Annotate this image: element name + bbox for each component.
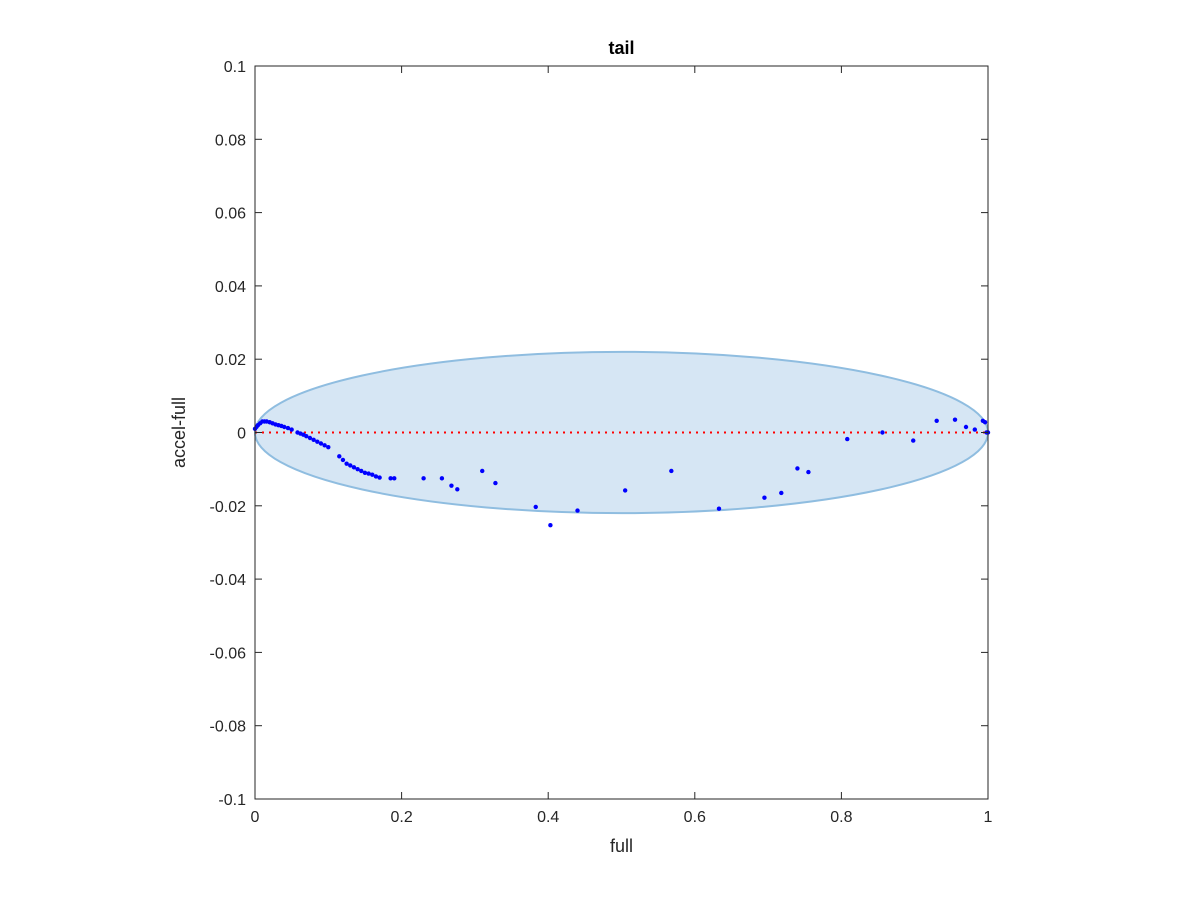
x-ticks: 0 0.2 0.4 0.6 0.8 1: [251, 66, 993, 826]
data-point: [439, 476, 445, 481]
y-tick-label: 0.04: [215, 279, 246, 296]
data-point: [318, 441, 324, 446]
data-point: [315, 439, 320, 444]
y-tick-label: -0.1: [218, 792, 246, 809]
y-tick-label: 0.02: [215, 352, 246, 369]
data-point: [304, 433, 309, 439]
x-tick-label: 0.2: [390, 809, 412, 826]
data-point: [322, 443, 327, 448]
data-point: [282, 424, 287, 430]
y-tick-label: 0.06: [215, 206, 246, 223]
data-point: [366, 471, 371, 476]
data-point: [762, 495, 767, 500]
data-point: [779, 490, 784, 496]
data-point: [911, 438, 916, 443]
points-layer: [252, 417, 991, 528]
data-point: [716, 506, 722, 511]
y-axis-label: accel-full: [169, 397, 189, 468]
y-tick-label: 0.08: [215, 132, 246, 149]
chart-title: tail: [608, 38, 634, 58]
data-point: [421, 476, 426, 481]
data-point: [348, 463, 353, 468]
data-point: [982, 420, 988, 425]
data-point: [373, 474, 379, 479]
data-point: [351, 465, 357, 470]
data-point: [370, 472, 375, 477]
data-point: [493, 480, 498, 486]
data-point: [377, 475, 382, 480]
data-point: [311, 437, 316, 443]
data-point: [972, 427, 978, 432]
x-tick-label: 0.6: [684, 809, 706, 826]
y-tick-label: 0: [237, 426, 246, 443]
data-point: [533, 504, 538, 510]
y-tick-label: -0.06: [210, 645, 247, 662]
y-tick-label: -0.04: [210, 572, 247, 589]
data-point: [795, 466, 800, 471]
data-point: [326, 444, 331, 450]
data-point: [337, 454, 342, 459]
data-point: [362, 470, 368, 476]
data-point: [289, 427, 294, 432]
x-tick-label: 0: [251, 809, 260, 826]
x-tick-label: 0.8: [830, 809, 852, 826]
data-point: [359, 468, 364, 474]
data-point: [449, 483, 454, 488]
x-tick-label: 0.4: [537, 809, 559, 826]
data-point: [392, 476, 397, 481]
data-point: [934, 418, 939, 423]
data-point: [669, 468, 674, 474]
data-point: [963, 424, 969, 430]
data-point: [622, 488, 628, 493]
data-point: [845, 436, 850, 442]
x-axis-label: full: [610, 836, 633, 856]
x-tick-label: 1: [984, 809, 993, 826]
y-ticks: -0.1 -0.08 -0.06 -0.04 -0.02 0 0.02 0.04 0.06 0.0…: [210, 59, 988, 809]
data-point: [307, 435, 313, 441]
data-point: [340, 457, 346, 463]
data-point: [344, 461, 349, 466]
y-tick-label: -0.08: [210, 719, 247, 736]
data-point: [575, 508, 580, 513]
y-tick-label: 0.1: [224, 59, 246, 76]
data-point: [880, 430, 885, 435]
data-point: [388, 476, 393, 481]
data-point: [285, 425, 291, 431]
data-point: [480, 468, 485, 474]
data-point: [806, 469, 811, 475]
data-point: [355, 466, 360, 472]
data-point: [455, 487, 460, 492]
data-point: [548, 523, 553, 528]
y-tick-label: -0.02: [210, 499, 247, 516]
data-point: [952, 417, 958, 422]
